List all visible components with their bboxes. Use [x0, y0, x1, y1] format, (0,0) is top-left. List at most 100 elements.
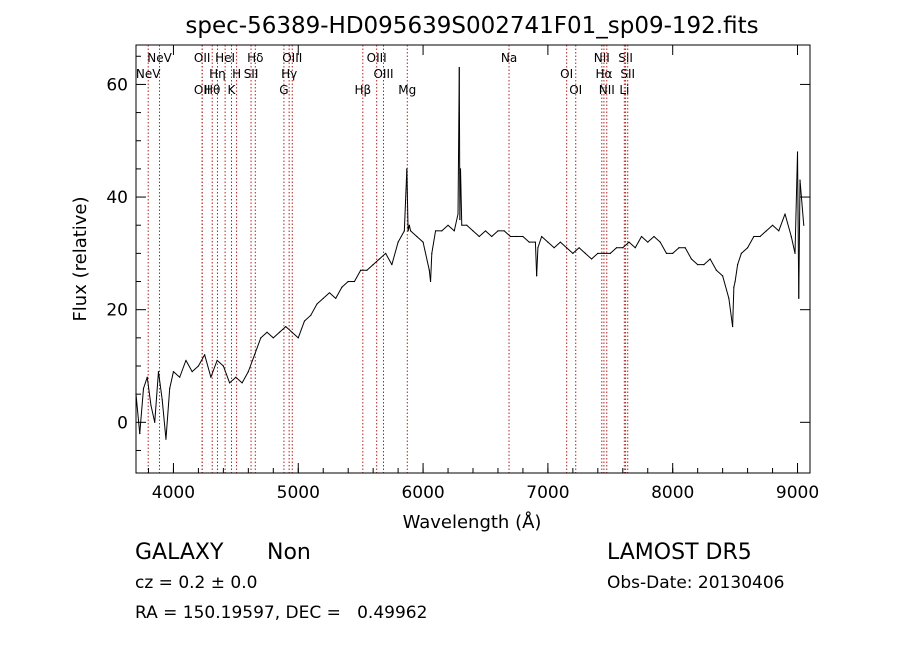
spectrum-segment: [485, 230, 493, 237]
marker-label: Hη: [209, 67, 226, 81]
spectrum-point: [572, 252, 574, 254]
spectrum-segment: [165, 388, 171, 440]
spectrum-segment: [622, 241, 630, 249]
spectrum-point: [603, 252, 605, 254]
spectrum-point: [690, 258, 693, 260]
spectrum-series: [135, 66, 805, 440]
spectrum-segment: [728, 298, 734, 327]
spectrum-segment: [143, 377, 148, 389]
spectrum-point: [634, 247, 636, 249]
spectrum-segment: [379, 252, 386, 260]
spectrum-segment: [216, 359, 224, 367]
spectrum-segment: [672, 247, 680, 254]
spectrum-segment: [185, 360, 193, 372]
spectrum-point: [722, 275, 724, 277]
spectrum-segment: [254, 337, 262, 355]
marker-label: OI: [569, 83, 582, 97]
spectrum-point: [191, 371, 193, 373]
spectrum-point: [784, 213, 786, 215]
spectrum-point: [778, 230, 780, 232]
spectrum-segment: [709, 258, 717, 271]
spectrum-point: [516, 235, 518, 238]
spectrum-point: [665, 252, 668, 254]
spectrum-segment: [297, 320, 305, 339]
spectrum-point: [210, 376, 212, 378]
spectrum-point: [272, 337, 274, 339]
spectrum-point: [165, 438, 167, 440]
spectrum-point: [222, 365, 224, 367]
x-tick-label: 8000: [651, 483, 694, 503]
marker-label: Hα: [595, 67, 612, 81]
spectrum-segment: [584, 252, 592, 260]
spectrum-point: [798, 297, 800, 300]
spectrum-point: [628, 241, 630, 243]
spectrum-point: [316, 303, 318, 305]
spectrum-point: [458, 66, 460, 69]
spectrum-point: [794, 252, 796, 254]
spectrum-segment: [135, 394, 141, 434]
marker-label: HeI: [215, 51, 235, 65]
spectrum-segment: [778, 213, 786, 232]
spectrum-segment: [628, 241, 636, 249]
spectrum-segment: [403, 168, 408, 231]
spectrum-segment: [578, 247, 586, 254]
spectrum-segment: [291, 331, 299, 339]
spectrum-segment: [431, 230, 437, 254]
spectrum-segment: [366, 264, 374, 271]
spectrum-point: [459, 168, 462, 170]
spectrum-point: [459, 218, 461, 221]
spectrum-point: [697, 264, 699, 266]
survey-name: LAMOST DR5: [607, 540, 752, 565]
spectrum-point: [266, 331, 268, 333]
spectrum-point: [503, 230, 505, 232]
spectrum-point: [291, 331, 293, 333]
spectrum-point: [161, 399, 163, 401]
object-subclass: Non: [267, 540, 311, 565]
spectrum-point: [169, 387, 171, 390]
spectrum-point: [597, 252, 599, 254]
spectrum-point: [771, 224, 774, 226]
spectrum-point: [734, 280, 736, 283]
spectrum-segment: [416, 236, 424, 243]
spectrum-point: [241, 382, 243, 384]
spectrum-segment: [503, 230, 511, 237]
spectrum-point: [322, 297, 324, 300]
spectrum-segment: [790, 236, 796, 254]
spectrum-segment: [732, 287, 735, 327]
spectrum-segment: [759, 230, 767, 237]
spectrum-point: [142, 387, 145, 390]
spectrum-segment: [453, 213, 459, 231]
spectrum-segment: [466, 224, 474, 232]
spectrum-segment: [566, 247, 574, 254]
spectrum-point: [566, 247, 568, 249]
spectrum-point: [578, 247, 580, 249]
x-tick-label: 4000: [152, 483, 195, 503]
spectrum-segment: [441, 224, 449, 232]
marker-label: NII: [594, 51, 610, 65]
y-axis-label: Flux (relative): [70, 196, 91, 321]
spectrum-point: [740, 252, 742, 254]
spectrum-point: [150, 404, 152, 407]
spectrum-segment: [229, 376, 237, 384]
spectrum-point: [615, 247, 618, 249]
spectrum-segment: [737, 253, 742, 265]
spectrum-point: [360, 269, 362, 271]
spectrum-segment: [659, 241, 667, 254]
spectrum-point: [407, 230, 409, 232]
marker-label: OI: [560, 67, 573, 81]
coordinates-text: RA = 150.19597, DEC = 0.49962: [135, 603, 428, 623]
spectrum-segment: [765, 224, 773, 232]
spectrum-point: [441, 230, 443, 232]
y-tick-label: 20: [106, 301, 128, 321]
x-tick-label: 7000: [526, 483, 569, 503]
spectrum-point: [429, 280, 432, 283]
marker-label: NeV: [147, 51, 172, 65]
observation-date: Obs-Date: 20130406: [607, 573, 785, 593]
spectrum-point: [796, 151, 799, 153]
spectrum-point: [285, 325, 287, 328]
spectrum-segment: [247, 354, 256, 372]
spectrum-point: [803, 224, 805, 226]
spectrum-segment: [173, 371, 181, 378]
spectrum-point: [703, 264, 705, 266]
